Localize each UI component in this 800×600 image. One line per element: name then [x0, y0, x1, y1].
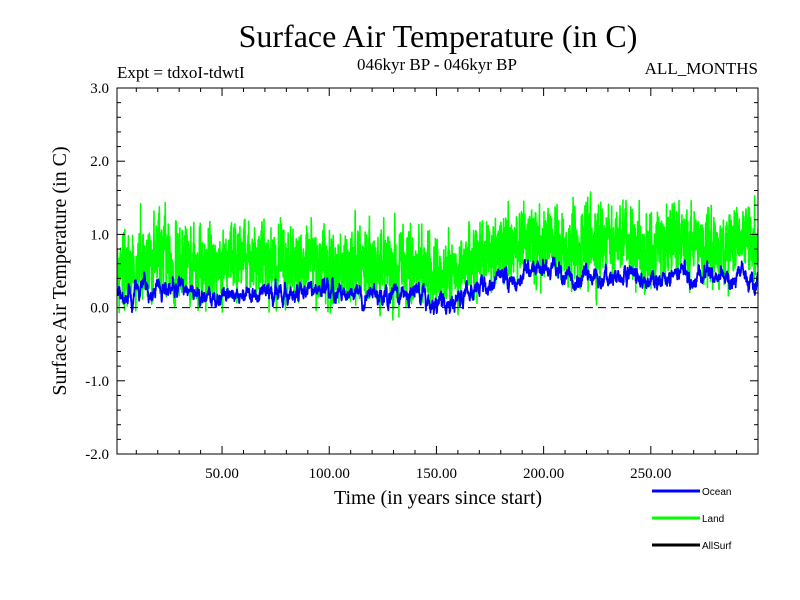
y-tick-label: 0.0: [90, 301, 109, 317]
chart-title: Surface Air Temperature (in C): [239, 18, 638, 54]
y-tick-label: -2.0: [85, 447, 109, 463]
x-tick-label: 250.00: [630, 466, 671, 482]
legend-label-land: Land: [702, 514, 724, 525]
months-label: ALL_MONTHS: [645, 59, 758, 78]
legend-label-ocean: Ocean: [702, 487, 731, 498]
period-label: 046kyr BP - 046kyr BP: [357, 55, 517, 74]
experiment-label: Expt = tdxoI-tdwtI: [117, 63, 245, 82]
x-tick-label: 150.00: [416, 466, 457, 482]
series-line-land: [117, 191, 758, 321]
axis-ticks: 50.00 100.00 150.00 200.00 250.00 -2.0 -1.0 0.0…: [85, 81, 758, 482]
series-line-ocean: [117, 256, 758, 316]
y-axis-label: Surface Air Temperature (in C): [49, 146, 71, 395]
legend: Ocean Land AllSurf: [652, 487, 732, 552]
y-tick-label: 2.0: [90, 154, 109, 170]
plot-frame: [116, 87, 759, 455]
series-layer: [117, 191, 758, 321]
x-tick-label: 100.00: [309, 466, 350, 482]
x-tick-label: 200.00: [523, 466, 564, 482]
y-tick-label: 1.0: [90, 227, 109, 243]
y-tick-label: 3.0: [90, 81, 109, 97]
legend-label-allsurf: AllSurf: [702, 541, 732, 552]
y-tick-label: -1.0: [85, 374, 109, 390]
x-axis-label: Time (in years since start): [334, 487, 542, 509]
x-tick-label: 50.00: [205, 466, 239, 482]
